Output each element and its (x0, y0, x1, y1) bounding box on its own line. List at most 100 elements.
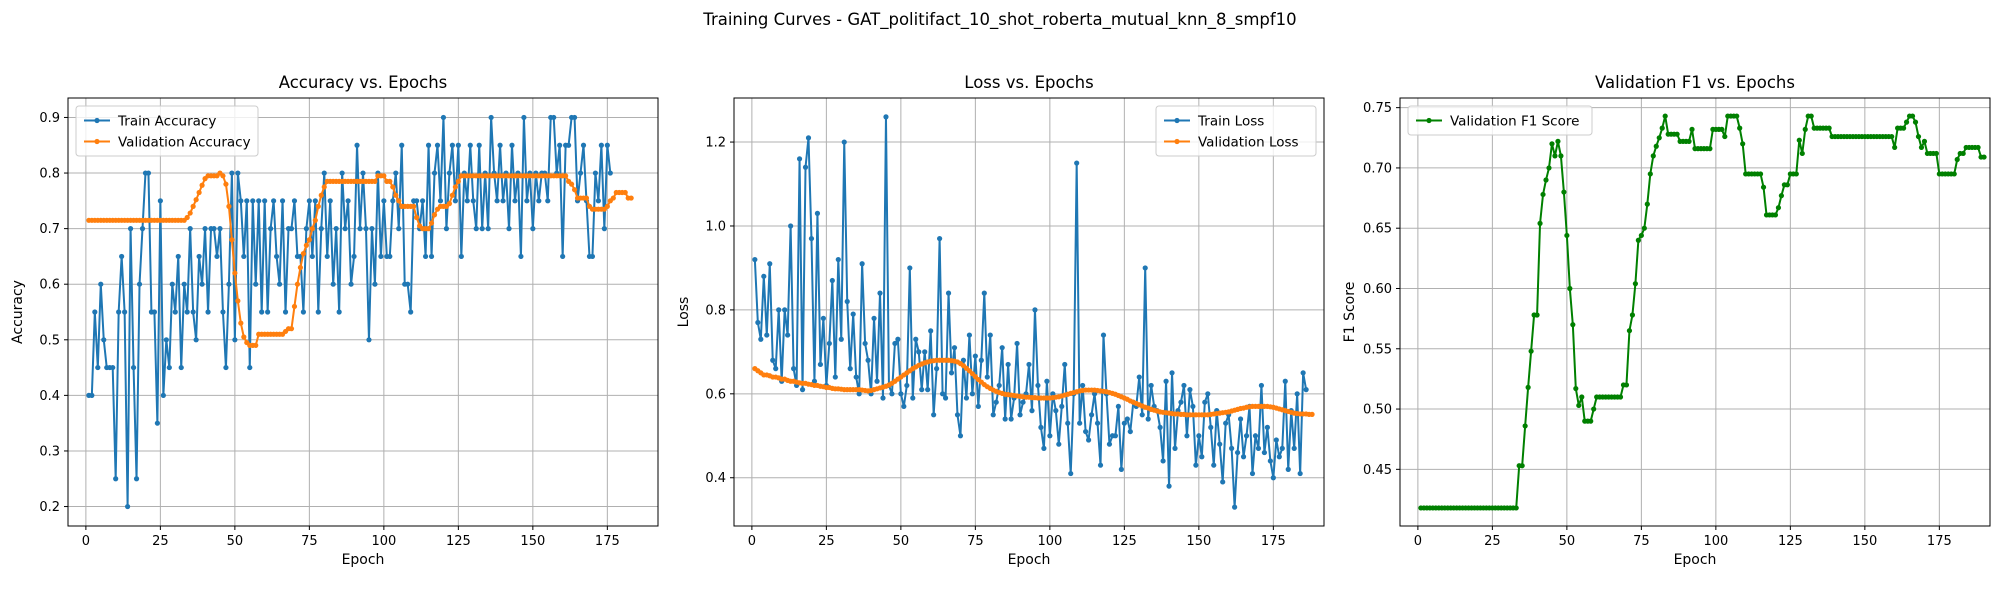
accuracy-legend-marker (94, 117, 100, 124)
accuracy-data-point (309, 226, 315, 232)
loss-data-point (1217, 441, 1223, 447)
f1-data-point (1778, 193, 1785, 199)
loss-data-point (1208, 424, 1214, 430)
loss-data-point (799, 387, 806, 393)
accuracy-panel: Accuracy vs. Epochs 0 25 50 75 100 125 150 175 0.… (10, 73, 659, 568)
accuracy-data-point (196, 253, 202, 260)
loss-data-point (1038, 424, 1044, 430)
loss-data-point (1145, 416, 1151, 422)
loss-data-point (1205, 391, 1211, 397)
accuracy-data-point (393, 170, 399, 176)
accuracy-data-point (110, 364, 116, 371)
accuracy-data-point (151, 309, 158, 315)
loss-data-point (856, 391, 862, 397)
accuracy-data-point (187, 210, 193, 216)
accuracy-data-point (566, 142, 572, 148)
f1-data-point (1591, 406, 1597, 412)
accuracy-data-point (348, 281, 354, 287)
accuracy-data-point (279, 198, 286, 204)
f1-data-point (1707, 146, 1713, 152)
loss-data-point (1229, 445, 1235, 451)
loss-data-point (945, 290, 952, 296)
accuracy-data-point (425, 226, 432, 232)
loss-data-point (1121, 420, 1127, 426)
loss-data-point (1190, 403, 1196, 410)
accuracy-data-point (291, 303, 298, 310)
accuracy-data-point (568, 181, 575, 187)
f1-y-axis-label: F1 Score (1342, 282, 1358, 343)
loss-data-point (1014, 340, 1020, 347)
f1-data-point (1543, 177, 1549, 183)
f1-data-point (1519, 463, 1525, 469)
accuracy-data-point (557, 142, 563, 148)
accuracy-data-point (396, 198, 402, 204)
accuracy-data-point (95, 364, 101, 371)
f1-data-point (1653, 143, 1659, 149)
loss-data-point (1199, 454, 1205, 460)
loss-data-point (826, 340, 832, 347)
accuracy-data-point (101, 337, 107, 343)
loss-data-point (853, 374, 859, 380)
accuracy-data-point (411, 203, 417, 209)
loss-data-point (892, 340, 898, 347)
loss-data-point (805, 135, 812, 141)
accuracy-data-point (327, 198, 333, 204)
loss-data-point (835, 256, 841, 263)
loss-data-point (937, 235, 943, 242)
accuracy-data-point (414, 198, 420, 204)
loss-data-point (889, 391, 895, 397)
accuracy-data-point (420, 198, 426, 204)
loss-data-point (862, 340, 868, 347)
loss-chart-title: Loss vs. Epochs (964, 73, 1093, 92)
loss-x-tick-label: 175 (1261, 534, 1286, 549)
accuracy-data-point (390, 184, 396, 190)
accuracy-data-point (339, 170, 345, 176)
accuracy-data-point (333, 226, 339, 232)
accuracy-data-point (202, 226, 208, 232)
f1-legend-box (1407, 105, 1593, 136)
loss-y-tick-label: 0.8 (705, 303, 726, 318)
loss-data-point (934, 366, 940, 372)
accuracy-data-point (428, 253, 435, 260)
loss-data-point (1279, 445, 1285, 451)
accuracy-data-point (434, 142, 441, 148)
loss-legend-marker (1174, 117, 1180, 124)
f1-y-tick-label: 0.75 (1363, 101, 1392, 116)
accuracy-data-point (571, 187, 578, 193)
loss-data-point (1035, 382, 1041, 389)
accuracy-data-point (512, 198, 518, 204)
loss-data-point (1008, 416, 1014, 422)
accuracy-data-point (455, 178, 461, 184)
loss-data-point (919, 387, 925, 393)
loss-data-point (865, 357, 871, 363)
accuracy-y-tick-label: 0.9 (39, 111, 60, 126)
loss-data-point (1115, 403, 1121, 410)
accuracy-data-point (262, 198, 268, 204)
loss-data-point (752, 256, 758, 263)
accuracy-data-point (238, 198, 244, 204)
accuracy-data-point (485, 226, 491, 232)
loss-data-point (999, 345, 1005, 351)
loss-data-point (1267, 458, 1273, 464)
accuracy-data-point (271, 198, 277, 204)
accuracy-data-point (187, 226, 193, 232)
accuracy-data-point (226, 203, 232, 209)
accuracy-data-point (241, 334, 247, 340)
accuracy-data-point (276, 281, 283, 287)
loss-data-point (1166, 483, 1172, 489)
f1-data-point (1912, 119, 1919, 125)
accuracy-data-point (321, 184, 327, 190)
accuracy-data-point (250, 198, 256, 204)
f1-data-point (1799, 150, 1805, 157)
accuracy-data-point (232, 270, 238, 276)
accuracy-x-tick-label: 125 (446, 534, 471, 549)
f1-data-point (1522, 423, 1528, 429)
loss-y-tick-label: 1.0 (705, 219, 726, 234)
f1-y-tick-label: 0.50 (1363, 403, 1392, 418)
accuracy-data-point (312, 217, 318, 223)
accuracy-plot-frame (67, 97, 659, 527)
f1-data-point (1784, 182, 1790, 188)
accuracy-data-point (321, 170, 327, 176)
